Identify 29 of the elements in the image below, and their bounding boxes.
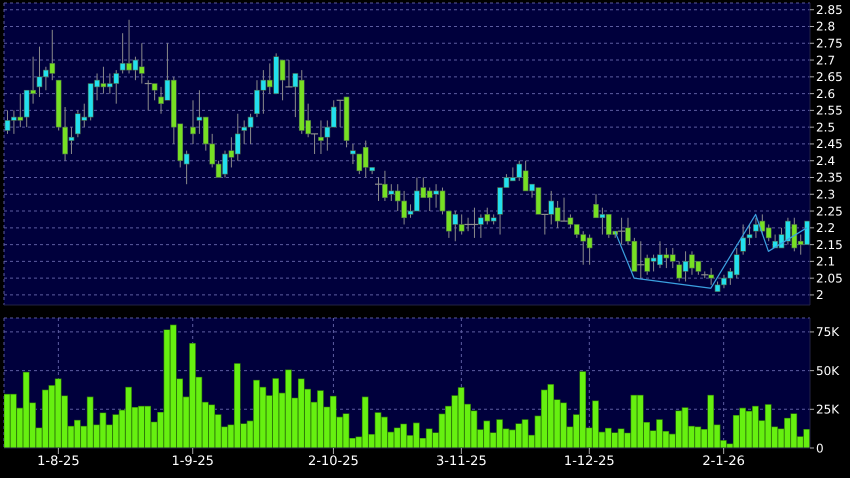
- y-tick-label: 2.45: [816, 137, 843, 152]
- y-tick-label: 2.7: [816, 53, 836, 68]
- x-tick-label: 1-12-25: [564, 454, 615, 470]
- y-tick-label: 2.85: [816, 2, 843, 17]
- y-tick-label: 2.4: [816, 154, 836, 168]
- y-tick-label: 0: [816, 441, 824, 456]
- x-tick-label: 1-9-25: [171, 454, 214, 470]
- y-tick-label: 2.5: [816, 120, 836, 134]
- y-tick-label: 2.35: [816, 170, 843, 185]
- y-tick-label: 75K: [816, 325, 840, 340]
- y-tick-label: 2.8: [816, 20, 836, 34]
- candlestick: [190, 100, 196, 144]
- y-tick-label: 2.3: [816, 188, 836, 202]
- y-tick-label: 2.6: [816, 86, 836, 101]
- y-tick-label: 2.25: [816, 204, 843, 218]
- y-tick-label: 2.55: [816, 104, 843, 118]
- x-tick-label: 2-10-25: [308, 454, 359, 470]
- y-tick-label: 50K: [816, 364, 840, 378]
- y-tick-label: 2.05: [816, 271, 843, 286]
- y-tick-label: 2.75: [816, 36, 843, 51]
- y-tick-label: 2.1: [816, 254, 836, 269]
- x-tick-label: 3-11-25: [436, 454, 487, 470]
- y-tick-label: 2.2: [816, 221, 836, 236]
- x-tick-label: 1-8-25: [37, 454, 80, 470]
- x-tick-label: 2-1-26: [702, 454, 745, 470]
- y-tick-label: 25K: [816, 402, 840, 417]
- y-tick-label: 2: [816, 288, 824, 302]
- y-tick-label: 2.65: [816, 70, 843, 84]
- y-tick-label: 2.15: [816, 238, 843, 252]
